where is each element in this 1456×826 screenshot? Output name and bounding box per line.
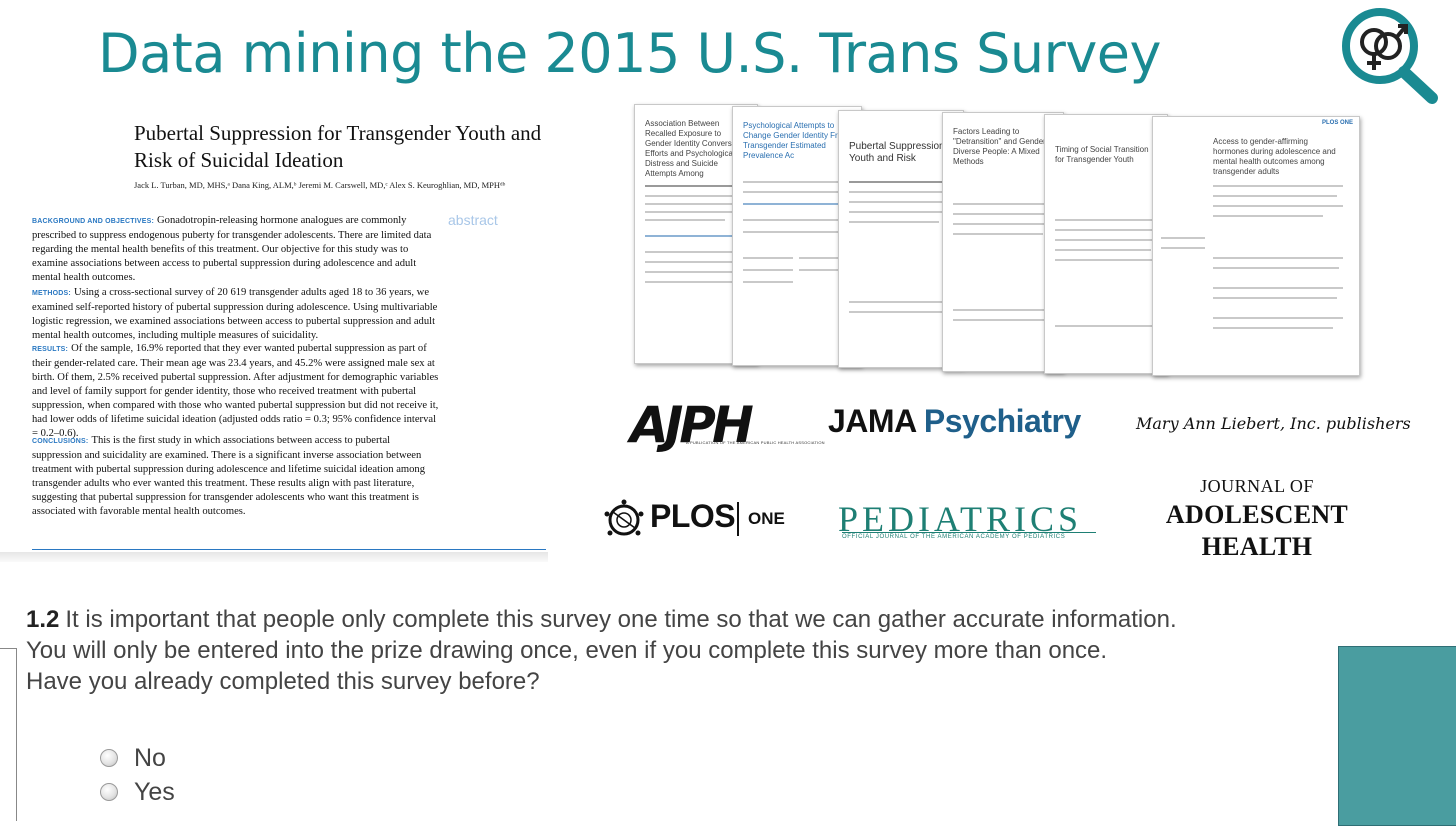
thumbnail-brand: PLOS ONE [1321, 120, 1353, 126]
thumbnail-title: Factors Leading to "Detransition" and Ge… [953, 127, 1046, 166]
thumbnail-title: Association Between Recalled Exposure to… [645, 119, 743, 178]
option-label[interactable]: Yes [134, 778, 175, 806]
article-thumbnail: PLOS ONE Access to gender-affirming horm… [1152, 116, 1360, 376]
mary-ann-liebert-logo: Mary Ann Liebert, Inc. publishers [1136, 414, 1411, 433]
abstract-conclusions: CONCLUSIONS: This is the first study in w… [32, 434, 440, 519]
jah-logo-line: ADOLESCENT [1165, 500, 1349, 529]
abstract-heading: BACKGROUND AND OBJECTIVES: [32, 218, 155, 225]
article-thumbnail: Factors Leading to "Detransition" and Ge… [942, 112, 1064, 372]
abstract-methods: METHODS: Using a cross-sectional survey o… [32, 286, 440, 343]
gender-symbols-magnifier-icon [1342, 8, 1438, 104]
slide-title: Data mining the 2015 U.S. Trans Survey [98, 22, 1161, 85]
survey-question-line: Have you already completed this survey b… [26, 668, 540, 695]
ajph-logo: AJPH [630, 396, 754, 454]
plos-one-logo-text: ONE [748, 509, 785, 528]
abstract-heading: CONCLUSIONS: [32, 438, 89, 445]
survey-question-line: You will only be entered into the prize … [26, 637, 1108, 664]
thumbnail-title: Timing of Social Transition for Transgen… [1055, 145, 1149, 164]
teal-accent-box [1338, 646, 1456, 826]
paper-title: Pubertal Suppression for Transgender You… [134, 121, 542, 172]
jah-logo-line: HEALTH [1201, 532, 1313, 561]
radio-button[interactable] [100, 749, 118, 767]
pediatrics-logo-subtitle: OFFICIAL JOURNAL OF THE AMERICAN ACADEMY… [842, 532, 1096, 540]
question-text: It is important that people only complet… [65, 606, 1177, 633]
plos-logo-text: PLOS [650, 498, 736, 534]
psychiatry-logo-text: Psychiatry [923, 403, 1081, 439]
thumbnail-title: Pubertal Suppression Youth and Risk [849, 141, 945, 164]
abstract-heading: METHODS: [32, 290, 71, 297]
question-frame [0, 648, 17, 821]
abstract-background: BACKGROUND AND OBJECTIVES: Gonadotropin-r… [32, 214, 440, 285]
divider [0, 552, 548, 562]
thumbnail-title: Psychological Attempts to Change Gender … [743, 121, 849, 160]
paper-authors: Jack L. Turban, MD, MHS,ᵃ Dana King, ALM… [134, 180, 506, 190]
paper-abstract-image: Pubertal Suppression for Transgender You… [0, 100, 548, 556]
thumbnail-title: Access to gender-affirming hormones duri… [1213, 137, 1336, 176]
abstract-text: Gonadotropin-releasing hormone analogues… [32, 215, 432, 283]
abstract-tag: abstract [448, 212, 498, 228]
jama-psychiatry-logo: JAMA Psychiatry [828, 403, 1081, 440]
article-thumbnail: Timing of Social Transition for Transgen… [1044, 114, 1168, 374]
divider [737, 502, 739, 536]
survey-question-line: 1.2 It is important that people only comp… [26, 606, 1346, 634]
abstract-heading: RESULTS: [32, 346, 69, 353]
abstract-text: Of the sample, 16.9% reported that they … [32, 343, 439, 439]
jah-logo-line: JOURNAL OF [1200, 476, 1314, 496]
option-label[interactable]: No [134, 744, 166, 772]
abstract-text: This is the first study in which associa… [32, 435, 426, 517]
question-number: 1.2 [26, 606, 60, 633]
ajph-logo-subtitle: A PUBLICATION OF THE AMERICAN PUBLIC HEA… [686, 440, 825, 445]
article-thumbnails: Association Between Recalled Exposure to… [628, 98, 1368, 380]
jama-logo-text: JAMA [828, 403, 916, 439]
radio-button[interactable] [100, 783, 118, 801]
abstract-text: Using a cross-sectional survey of 20 619… [32, 287, 438, 341]
plos-globe-icon [604, 499, 644, 536]
divider [32, 549, 546, 550]
abstract-results: RESULTS: Of the sample, 16.9% reported th… [32, 342, 440, 441]
